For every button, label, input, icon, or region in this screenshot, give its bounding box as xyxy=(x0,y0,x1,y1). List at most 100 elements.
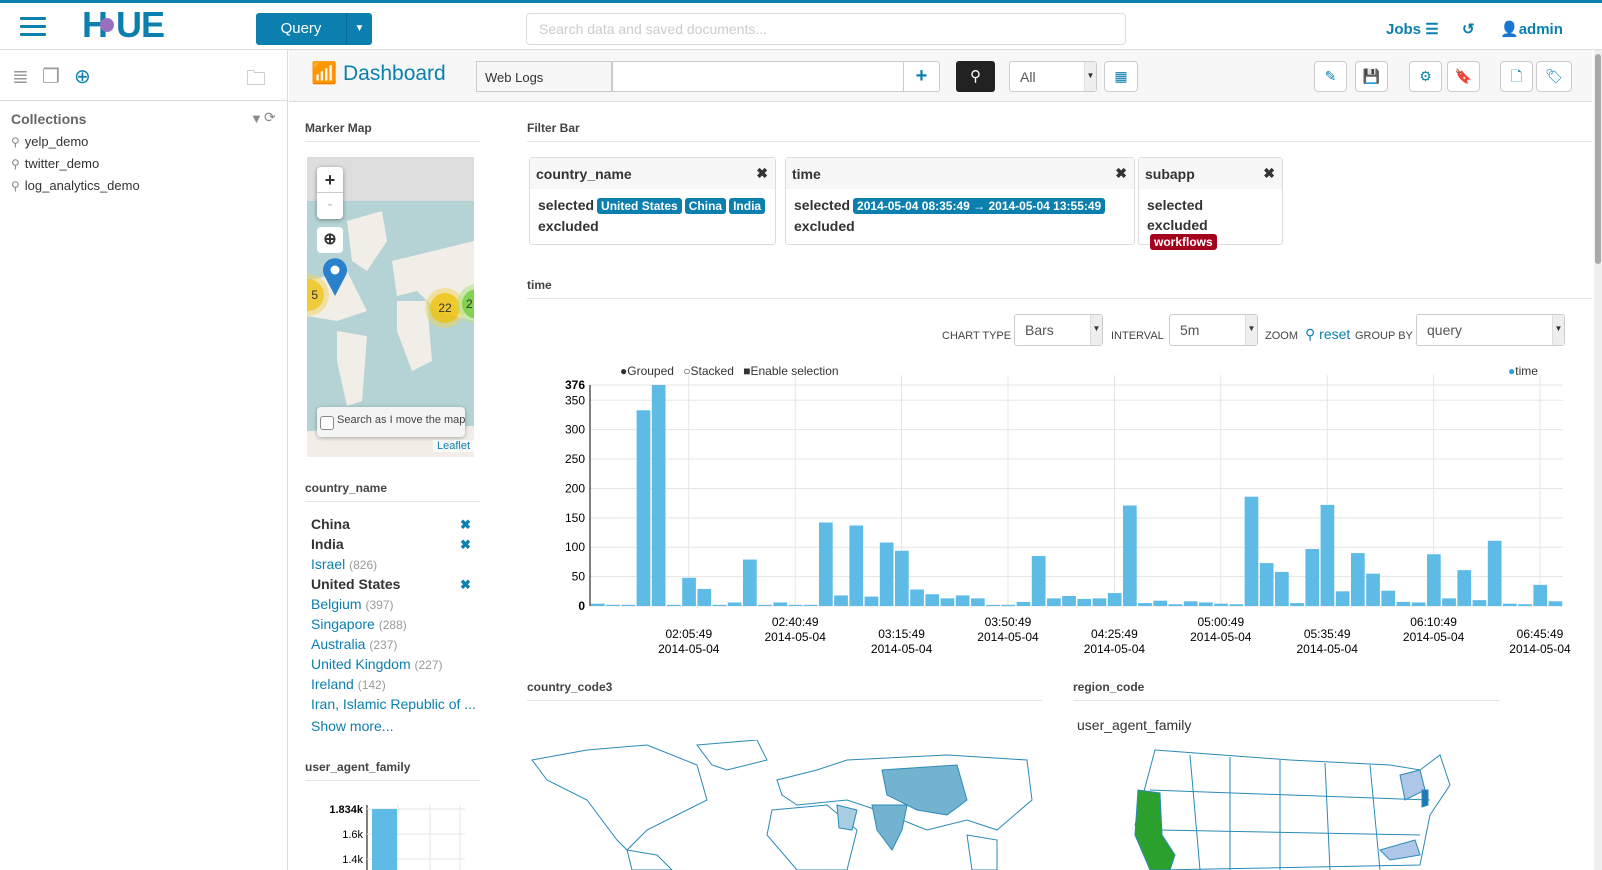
bar[interactable] xyxy=(834,595,848,606)
bar[interactable] xyxy=(895,550,909,606)
selected-tag[interactable]: 2014-05-04 08:35:49 → 2014-05-04 13:55:4… xyxy=(853,198,1106,214)
remove-filter-icon[interactable]: ✖ xyxy=(460,537,471,552)
facet-item[interactable]: Ireland (142) xyxy=(311,676,386,692)
selected-tag[interactable]: India xyxy=(729,198,766,214)
bar[interactable] xyxy=(819,522,833,606)
bar[interactable] xyxy=(971,598,985,606)
close-icon[interactable]: ✖ xyxy=(756,165,768,181)
bar[interactable] xyxy=(773,602,788,606)
database-icon[interactable]: ≣ xyxy=(12,66,29,88)
bar[interactable] xyxy=(1092,598,1107,606)
excluded-tag[interactable]: workflows xyxy=(1150,234,1217,250)
bar[interactable] xyxy=(925,594,940,606)
facet-item[interactable]: United Kingdom (227) xyxy=(311,656,443,672)
close-icon[interactable]: ✖ xyxy=(1115,165,1127,181)
selected-tag[interactable]: China xyxy=(684,198,727,214)
leaflet-attribution-link[interactable]: Leaflet xyxy=(432,440,474,452)
bar[interactable] xyxy=(955,595,970,606)
marker-cluster[interactable]: 2 xyxy=(462,289,474,319)
add-query-button[interactable]: + xyxy=(904,61,940,92)
hamburger-menu-icon[interactable] xyxy=(20,17,46,37)
bar[interactable] xyxy=(1275,571,1289,606)
bar[interactable] xyxy=(712,604,727,606)
bar[interactable] xyxy=(1518,604,1532,606)
collection-item[interactable]: ⚲ log_analytics_demo xyxy=(11,178,140,193)
user-menu[interactable]: 👤admin xyxy=(1500,20,1563,38)
bar[interactable] xyxy=(986,604,1000,606)
bar[interactable] xyxy=(1001,604,1016,606)
remove-filter-icon[interactable]: ✖ xyxy=(460,577,471,592)
collection-item[interactable]: ⚲ twitter_demo xyxy=(11,156,99,171)
save-button[interactable]: 💾 xyxy=(1355,61,1388,92)
bar[interactable] xyxy=(1305,548,1320,606)
bar[interactable] xyxy=(1077,598,1092,606)
bar[interactable] xyxy=(682,577,696,606)
bar[interactable] xyxy=(1199,602,1213,606)
collection-item[interactable]: ⚲ yelp_demo xyxy=(11,134,88,149)
stacked-radio[interactable]: ○Stacked xyxy=(683,364,734,378)
bookmark-button[interactable]: 🔖 xyxy=(1447,61,1480,92)
bar[interactable] xyxy=(1487,540,1502,606)
bar[interactable] xyxy=(1290,603,1304,606)
marker-map[interactable]: + - ⊕ 5 22 2 Search as I move the map Le… xyxy=(307,157,474,457)
marker-cluster[interactable]: 22 xyxy=(430,293,460,323)
bar[interactable] xyxy=(1183,601,1198,606)
bar[interactable] xyxy=(940,598,955,606)
zoom-out-button[interactable]: - xyxy=(327,196,333,213)
bar[interactable] xyxy=(743,559,757,606)
bar[interactable] xyxy=(667,604,681,606)
interval-select[interactable]: 5m ▼ xyxy=(1169,314,1258,346)
bar[interactable] xyxy=(1472,600,1487,606)
facet-item[interactable]: Belgium (397) xyxy=(311,596,394,612)
query-input[interactable] xyxy=(612,61,904,92)
hue-logo[interactable]: H UE xyxy=(82,4,178,50)
facet-item[interactable]: China ✖ xyxy=(311,516,471,532)
bar[interactable] xyxy=(758,604,772,606)
bar[interactable] xyxy=(1381,590,1396,606)
caret-down-icon[interactable]: ▼ xyxy=(346,13,372,45)
bar[interactable] xyxy=(803,604,818,606)
bar[interactable] xyxy=(1442,598,1456,606)
bar[interactable] xyxy=(1062,596,1076,606)
bar[interactable] xyxy=(1244,496,1259,606)
facet-item[interactable]: Israel (826) xyxy=(311,556,377,572)
bar[interactable] xyxy=(606,604,620,606)
group-by-select[interactable]: query ▼ xyxy=(1416,314,1565,346)
zoom-in-button[interactable]: + xyxy=(317,167,343,193)
bar[interactable] xyxy=(1335,591,1350,606)
bar[interactable] xyxy=(372,809,397,870)
bar[interactable] xyxy=(1548,601,1563,606)
tags-button[interactable]: 🏷 xyxy=(1536,61,1572,92)
bar[interactable] xyxy=(1153,600,1168,606)
bar[interactable] xyxy=(1457,570,1472,606)
query-button[interactable]: Query ▼ xyxy=(256,13,372,45)
bar[interactable] xyxy=(849,525,864,606)
edit-button[interactable]: ✎ xyxy=(1314,61,1347,92)
history-icon[interactable]: ↺ xyxy=(1462,21,1475,38)
chart-type-select[interactable]: Bars ▼ xyxy=(1014,314,1103,346)
bar[interactable] xyxy=(1214,603,1228,606)
search-collections-icon[interactable]: ⊕ xyxy=(74,66,91,88)
search-as-move-control[interactable]: Search as I move the map xyxy=(317,407,465,437)
new-document-button[interactable]: 🗋 xyxy=(1500,61,1533,92)
selected-tag[interactable]: United States xyxy=(597,198,682,214)
collection-select[interactable]: Web Logs xyxy=(476,61,612,92)
bar[interactable] xyxy=(1123,505,1137,606)
bar[interactable] xyxy=(1107,593,1122,606)
folder-icon[interactable]: 🗀 xyxy=(246,68,266,90)
bar[interactable] xyxy=(636,410,651,606)
date-filter-select[interactable]: All ▼ xyxy=(1009,61,1097,92)
bar[interactable] xyxy=(1016,601,1031,606)
documents-icon[interactable]: ❐ xyxy=(42,66,60,88)
bar[interactable] xyxy=(1366,573,1380,606)
page-scrollbar[interactable] xyxy=(1594,50,1602,870)
time-bar-chart[interactable]: 05010015020025030035037602:05:492014-05-… xyxy=(540,375,1590,665)
bar[interactable] xyxy=(1138,603,1152,606)
bar[interactable] xyxy=(910,589,924,606)
filter-icon[interactable]: ▼ xyxy=(250,111,263,126)
bar[interactable] xyxy=(1259,563,1274,606)
facet-item[interactable]: United States ✖ xyxy=(311,576,471,592)
bar[interactable] xyxy=(788,604,803,606)
remove-filter-icon[interactable]: ✖ xyxy=(460,517,471,532)
facet-item[interactable]: India ✖ xyxy=(311,536,471,552)
